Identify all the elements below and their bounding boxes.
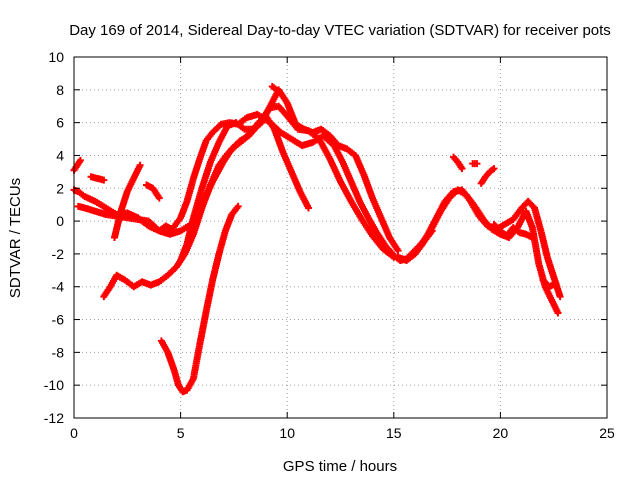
y-tick-label: -8 — [52, 344, 65, 360]
series-arc-7 — [111, 161, 144, 241]
series-arc-17 — [268, 83, 283, 95]
series-arc-11 — [415, 186, 564, 301]
series-arc-6 — [87, 173, 108, 184]
series-markers — [415, 186, 564, 301]
series-markers — [177, 86, 402, 264]
x-tick-label: 10 — [279, 425, 295, 441]
y-tick-label: 8 — [56, 82, 64, 98]
y-tick-label: -4 — [52, 279, 65, 295]
series-markers — [539, 276, 560, 291]
series-arc-15 — [490, 220, 536, 241]
series-arc-13 — [469, 160, 481, 168]
series-markers — [142, 181, 163, 202]
series-arc-8 — [142, 181, 163, 202]
series-markers — [157, 202, 242, 396]
chart-title: Day 169 of 2014, Sidereal Day-to-day VTE… — [69, 22, 611, 39]
y-tick-label: 10 — [48, 49, 64, 65]
x-tick-label: 20 — [493, 425, 509, 441]
series-markers — [477, 165, 498, 187]
y-tick-label: -10 — [44, 377, 64, 393]
series-markers — [87, 173, 108, 184]
y-tick-label: -6 — [52, 312, 65, 328]
plot-frame — [73, 56, 608, 419]
grid — [74, 57, 607, 418]
x-axis-title: GPS time / hours — [283, 458, 397, 475]
y-tick-label: 2 — [56, 180, 64, 196]
series-markers — [449, 153, 466, 173]
y-tick-label: 0 — [56, 213, 64, 229]
series-arc-16 — [539, 276, 560, 291]
series-arc-9 — [177, 86, 402, 264]
y-tick-label: -2 — [52, 246, 65, 262]
y-tick-label: 6 — [56, 115, 64, 131]
series-markers — [490, 220, 536, 241]
series-markers — [111, 161, 144, 241]
x-tick-label: 5 — [177, 425, 185, 441]
x-tick-label: 15 — [386, 425, 402, 441]
series-markers — [268, 83, 283, 95]
series-arc-12 — [449, 153, 466, 173]
tick-labels: 0 5 10 15 20 25 -12 -10 -8 -6 -4 -2 0 2 4 6 8 10 — [44, 49, 615, 441]
x-tick-label: 25 — [599, 425, 615, 441]
y-tick-label: -12 — [44, 410, 64, 426]
y-tick-label: 4 — [56, 147, 64, 163]
series-arc-14 — [477, 165, 498, 187]
y-axis-title: SDTVAR / TECUs — [7, 178, 24, 298]
series-markers — [469, 160, 481, 168]
x-tick-label: 0 — [70, 425, 78, 441]
series-arc-4 — [157, 202, 242, 396]
axis-ticks — [73, 56, 608, 419]
